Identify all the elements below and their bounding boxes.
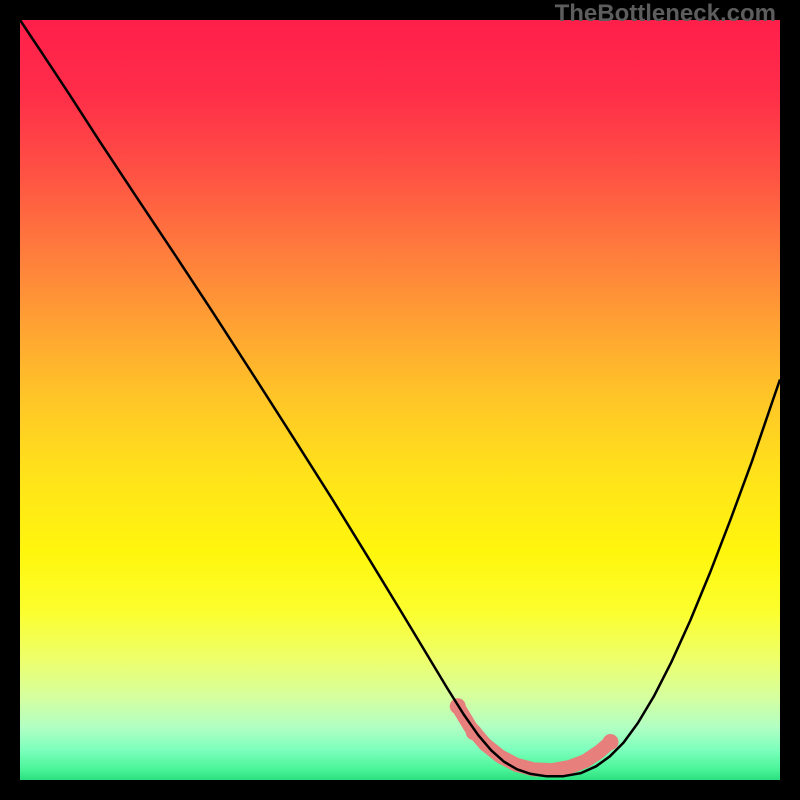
plot-area <box>20 20 780 780</box>
sweet-spot-dot <box>603 734 619 750</box>
curve-layer <box>20 20 780 780</box>
chart-stage: TheBottleneck.com <box>0 0 800 800</box>
bottleneck-curve <box>20 20 780 776</box>
